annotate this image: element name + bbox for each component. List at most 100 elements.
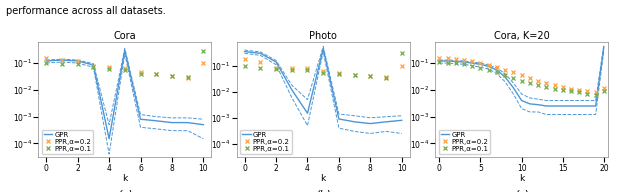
PPR,α=0.1 — [567, 90, 575, 92]
GPR — [493, 69, 500, 71]
GPR — [550, 105, 558, 107]
GPR — [74, 60, 81, 62]
PPR,α=0.2 — [518, 74, 525, 76]
PPR,α=0.2 — [335, 71, 343, 74]
PPR,α=0.2 — [460, 59, 468, 61]
X-axis label: k: k — [519, 174, 524, 183]
PPR,α=0.1 — [509, 77, 517, 79]
Line: PPR,α=0.1: PPR,α=0.1 — [437, 60, 606, 97]
GPR — [42, 60, 50, 62]
GPR — [200, 124, 207, 126]
PPR,α=0.2 — [398, 65, 406, 67]
PPR,α=0.2 — [272, 66, 280, 69]
GPR — [444, 60, 451, 62]
GPR — [485, 65, 493, 68]
GPR — [303, 112, 311, 114]
GPR — [319, 48, 327, 50]
PPR,α=0.2 — [485, 64, 493, 66]
PPR,α=0.1 — [452, 62, 460, 64]
PPR,α=0.2 — [351, 74, 358, 76]
PPR,α=0.1 — [105, 68, 113, 70]
PPR,α=0.1 — [319, 71, 327, 74]
Line: GPR: GPR — [244, 49, 402, 124]
GPR — [152, 120, 160, 122]
GPR — [584, 105, 591, 107]
PPR,α=0.2 — [567, 88, 575, 90]
Line: PPR,α=0.1: PPR,α=0.1 — [242, 51, 404, 80]
GPR — [121, 49, 129, 51]
PPR,α=0.1 — [184, 76, 191, 78]
GPR — [559, 105, 566, 107]
PPR,α=0.1 — [168, 75, 176, 77]
PPR,α=0.2 — [592, 91, 600, 93]
GPR — [518, 99, 525, 102]
PPR,α=0.1 — [257, 66, 264, 69]
PPR,α=0.1 — [288, 69, 296, 71]
PPR,α=0.2 — [121, 67, 129, 69]
PPR,α=0.1 — [398, 52, 406, 55]
PPR,α=0.2 — [319, 70, 327, 72]
Line: PPR,α=0.2: PPR,α=0.2 — [44, 56, 206, 80]
GPR — [398, 119, 406, 122]
GPR — [288, 89, 296, 91]
PPR,α=0.1 — [444, 61, 451, 64]
PPR,α=0.2 — [303, 66, 311, 69]
GPR — [105, 137, 113, 140]
Line: PPR,α=0.1: PPR,α=0.1 — [44, 49, 206, 79]
PPR,α=0.2 — [543, 82, 550, 84]
PPR,α=0.2 — [526, 77, 534, 79]
Title: Photo: Photo — [309, 31, 337, 41]
X-axis label: k: k — [122, 174, 127, 183]
GPR — [58, 59, 66, 61]
PPR,α=0.1 — [559, 89, 566, 91]
PPR,α=0.1 — [501, 74, 509, 76]
GPR — [184, 122, 191, 124]
PPR,α=0.1 — [74, 63, 81, 65]
PPR,α=0.2 — [477, 62, 484, 64]
PPR,α=0.2 — [575, 89, 583, 91]
Legend: GPR, PPR,α=0.2, PPR,α=0.1: GPR, PPR,α=0.2, PPR,α=0.1 — [42, 130, 93, 154]
PPR,α=0.2 — [168, 75, 176, 78]
PPR,α=0.1 — [485, 69, 493, 71]
Text: performance across all datasets.: performance across all datasets. — [6, 6, 166, 16]
PPR,α=0.2 — [367, 75, 374, 77]
GPR — [543, 105, 550, 107]
GPR — [592, 105, 600, 107]
PPR,α=0.2 — [105, 66, 113, 68]
PPR,α=0.2 — [493, 66, 500, 68]
GPR — [168, 122, 176, 124]
PPR,α=0.1 — [550, 88, 558, 90]
GPR — [90, 64, 97, 66]
PPR,α=0.1 — [592, 94, 600, 96]
PPR,α=0.2 — [600, 87, 608, 89]
GPR — [526, 103, 534, 105]
Line: GPR: GPR — [439, 47, 604, 106]
GPR — [435, 60, 443, 62]
PPR,α=0.2 — [435, 56, 443, 59]
GPR — [335, 118, 343, 120]
PPR,α=0.1 — [584, 93, 591, 95]
PPR,α=0.2 — [184, 77, 191, 79]
GPR — [241, 50, 248, 53]
Legend: GPR, PPR,α=0.2, PPR,α=0.1: GPR, PPR,α=0.2, PPR,α=0.1 — [438, 130, 490, 154]
Text: (b): (b) — [316, 190, 331, 192]
PPR,α=0.1 — [137, 73, 145, 75]
PPR,α=0.1 — [526, 82, 534, 84]
PPR,α=0.2 — [42, 57, 50, 60]
PPR,α=0.1 — [90, 66, 97, 68]
PPR,α=0.2 — [200, 62, 207, 64]
GPR — [468, 62, 476, 64]
PPR,α=0.2 — [382, 75, 390, 78]
Line: PPR,α=0.2: PPR,α=0.2 — [437, 55, 606, 94]
PPR,α=0.1 — [435, 61, 443, 63]
PPR,α=0.1 — [543, 86, 550, 88]
PPR,α=0.1 — [351, 74, 358, 76]
GPR — [137, 118, 145, 120]
GPR — [452, 60, 460, 63]
PPR,α=0.1 — [303, 69, 311, 71]
PPR,α=0.2 — [550, 84, 558, 86]
PPR,α=0.1 — [575, 91, 583, 94]
PPR,α=0.1 — [460, 63, 468, 65]
Title: Cora: Cora — [113, 31, 136, 41]
GPR — [534, 103, 542, 106]
